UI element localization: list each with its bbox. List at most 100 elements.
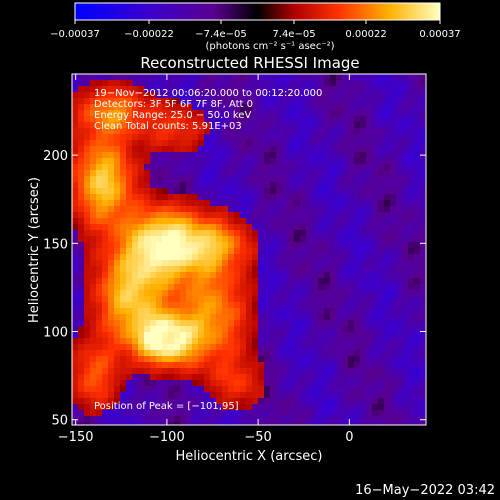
heatmap-cell xyxy=(390,284,397,291)
heatmap-cell xyxy=(108,122,115,129)
heatmap-cell xyxy=(108,374,115,381)
heatmap-cell xyxy=(384,182,391,189)
heatmap-cell xyxy=(294,254,301,261)
heatmap-cell xyxy=(270,380,277,387)
heatmap-cell xyxy=(156,236,163,243)
heatmap-cell xyxy=(252,80,259,87)
heatmap-cell xyxy=(402,206,409,213)
heatmap-cell xyxy=(192,128,199,135)
heatmap-cell xyxy=(126,362,133,369)
heatmap-cell xyxy=(390,344,397,351)
heatmap-cell xyxy=(180,296,187,303)
heatmap-cell xyxy=(348,170,355,177)
heatmap-cell xyxy=(276,374,283,381)
heatmap-cell xyxy=(204,326,211,333)
heatmap-cell xyxy=(288,194,295,201)
heatmap-cell xyxy=(192,110,199,117)
heatmap-cell xyxy=(264,122,271,129)
heatmap-cell xyxy=(102,224,109,231)
heatmap-cell xyxy=(72,230,79,237)
heatmap-cell xyxy=(108,182,115,189)
heatmap-cell xyxy=(312,104,319,111)
heatmap-cell xyxy=(270,92,277,99)
heatmap-cell xyxy=(354,92,361,99)
heatmap-cell xyxy=(414,158,421,165)
heatmap-cell xyxy=(270,326,277,333)
heatmap-cell xyxy=(360,266,367,273)
heatmap-cell xyxy=(372,284,379,291)
heatmap-cell xyxy=(102,374,109,381)
heatmap-cell xyxy=(270,314,277,321)
heatmap-cell xyxy=(342,350,349,357)
heatmap-cell xyxy=(216,122,223,129)
heatmap-cell xyxy=(312,230,319,237)
heatmap-cell xyxy=(138,278,145,285)
heatmap-cell xyxy=(294,92,301,99)
heatmap-cell xyxy=(120,212,127,219)
heatmap-cell xyxy=(276,404,283,411)
heatmap-cell xyxy=(90,230,97,237)
y-tick-label: 50 xyxy=(51,414,68,429)
heatmap-cell xyxy=(312,188,319,195)
heatmap-cell xyxy=(336,392,343,399)
heatmap-cell xyxy=(150,194,157,201)
heatmap-cell xyxy=(402,254,409,261)
heatmap-cell xyxy=(126,74,133,81)
heatmap-cell xyxy=(372,80,379,87)
heatmap-cell xyxy=(264,332,271,339)
heatmap-cell xyxy=(360,302,367,309)
heatmap-cell xyxy=(168,410,175,417)
heatmap-cell xyxy=(420,80,427,87)
heatmap-cell xyxy=(336,332,343,339)
heatmap-cell xyxy=(198,170,205,177)
heatmap-cell xyxy=(390,92,397,99)
heatmap-cell xyxy=(378,230,385,237)
heatmap-cell xyxy=(192,422,199,426)
heatmap-cell xyxy=(180,248,187,255)
heatmap-cell xyxy=(168,140,175,147)
heatmap-cell xyxy=(72,104,79,111)
heatmap-cell xyxy=(288,80,295,87)
heatmap-cell xyxy=(330,314,337,321)
heatmap-cell xyxy=(78,272,85,279)
heatmap-cell xyxy=(330,254,337,261)
heatmap-cell xyxy=(84,404,91,411)
heatmap-cell xyxy=(210,248,217,255)
heatmap-cell xyxy=(150,314,157,321)
heatmap-cell xyxy=(318,326,325,333)
heatmap-cell xyxy=(198,224,205,231)
heatmap-cell xyxy=(312,350,319,357)
heatmap-cell xyxy=(384,188,391,195)
heatmap-cell xyxy=(180,326,187,333)
heatmap-cell xyxy=(384,410,391,417)
heatmap-cell xyxy=(378,200,385,207)
heatmap-cell xyxy=(72,86,79,93)
heatmap-cell xyxy=(204,302,211,309)
heatmap-cell xyxy=(360,92,367,99)
heatmap-cell xyxy=(138,386,145,393)
heatmap-cell xyxy=(366,158,373,165)
heatmap-cell xyxy=(162,338,169,345)
heatmap-cell xyxy=(150,164,157,171)
heatmap-cell xyxy=(132,278,139,285)
heatmap-cell xyxy=(420,296,427,303)
heatmap-cell xyxy=(162,122,169,129)
heatmap-cell xyxy=(348,326,355,333)
heatmap-cell xyxy=(78,212,85,219)
heatmap-cell xyxy=(132,332,139,339)
heatmap-cell xyxy=(348,110,355,117)
heatmap-cell xyxy=(408,140,415,147)
heatmap-cell xyxy=(90,344,97,351)
heatmap-cell xyxy=(204,320,211,327)
heatmap-cell xyxy=(288,284,295,291)
heatmap-cell xyxy=(162,104,169,111)
heatmap-cell xyxy=(150,218,157,225)
heatmap-cell xyxy=(132,374,139,381)
heatmap-cell xyxy=(264,344,271,351)
heatmap-cell xyxy=(132,152,139,159)
heatmap-cell xyxy=(300,212,307,219)
heatmap-cell xyxy=(354,350,361,357)
heatmap-cell xyxy=(294,296,301,303)
heatmap-cell xyxy=(150,338,157,345)
heatmap-cell xyxy=(132,338,139,345)
